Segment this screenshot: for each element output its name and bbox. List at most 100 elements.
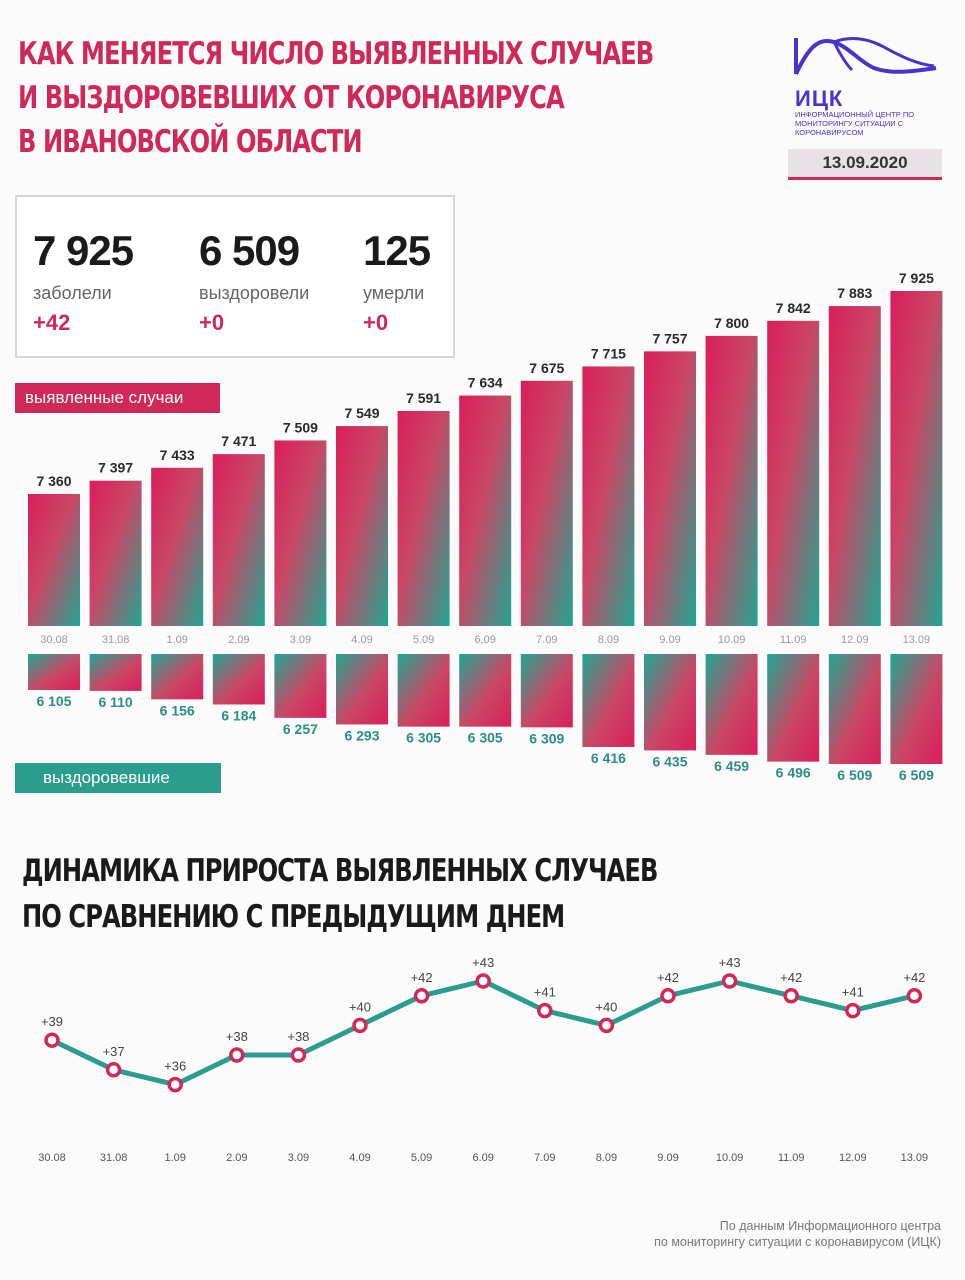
recovered-bar	[28, 654, 80, 690]
case-bar-label: 7 549	[344, 405, 379, 421]
x-tick-label: 30.08	[40, 634, 68, 646]
title-line: ПО СРАВНЕНИЮ С ПРЕДЫДУЩИМ ДНЕМ	[22, 899, 565, 935]
x-tick-label: 2.09	[226, 1152, 247, 1164]
line-chart: +39 30.08 +37 31.08 +36 1.09 +38 2.09 +38 3.09 +40…	[38, 955, 929, 1164]
x-tick-label: 4.09	[351, 634, 372, 646]
x-tick-label: 7.09	[534, 1152, 555, 1164]
recovered-bar-label: 6 305	[468, 730, 503, 746]
case-bar	[459, 395, 512, 626]
recovered-bar-label: 6 496	[776, 765, 811, 781]
recovered-bar	[767, 654, 820, 762]
case-bar	[890, 291, 943, 626]
growth-point	[783, 988, 799, 1004]
growth-point	[845, 1002, 861, 1019]
recovered-bar-label: 6 309	[529, 730, 564, 746]
summary-box: 7 925 заболели +42 6 509 выздоровели +0 …	[15, 195, 455, 358]
growth-point	[105, 1062, 122, 1078]
x-tick-label: 8.09	[596, 1152, 617, 1164]
case-bar	[151, 467, 204, 626]
stat-label: выздоровели	[199, 283, 310, 303]
case-bar	[767, 320, 820, 626]
case-bar	[274, 440, 327, 626]
case-bar	[28, 494, 80, 626]
date-badge: 13.09.2020	[788, 149, 942, 180]
recovered-bar	[705, 654, 758, 755]
x-tick-label: 9.09	[657, 1152, 678, 1164]
section-title: ДИНАМИКА ПРИРОСТА ВЫЯВЛЕННЫХ СЛУЧАЕВ ПО …	[22, 848, 658, 940]
case-bar-label: 7 675	[529, 360, 564, 376]
growth-point	[44, 1032, 60, 1048]
recovered-bar	[644, 654, 696, 751]
recovered-bar-label: 6 184	[221, 707, 256, 723]
x-tick-label: 3.09	[290, 634, 311, 646]
growth-label: +42	[657, 970, 679, 985]
case-bar	[520, 380, 573, 626]
title-line: ДИНАМИКА ПРИРОСТА ВЫЯВЛЕННЫХ СЛУЧАЕВ	[22, 853, 658, 889]
growth-label: +41	[842, 985, 864, 1000]
x-tick-label: 11.09	[778, 1152, 805, 1164]
x-tick-label: 13.09	[901, 1152, 929, 1164]
stat-cases: 7 925 заболели +42	[33, 225, 134, 336]
growth-label: +42	[903, 970, 925, 985]
x-tick-label: 3.09	[288, 1152, 309, 1164]
growth-label: +40	[349, 999, 371, 1014]
growth-point	[537, 1002, 553, 1019]
case-bar-label: 7 925	[899, 270, 934, 286]
recovered-bar-label: 6 509	[837, 767, 872, 783]
case-bar-label: 7 842	[776, 300, 811, 316]
x-tick-label: 9.09	[659, 634, 680, 646]
growth-point	[167, 1076, 183, 1093]
recovered-legend-tag: выздоровевшие	[15, 763, 221, 793]
x-tick-label: 1.09	[164, 1152, 185, 1164]
recovered-bar-label: 6 435	[652, 753, 687, 769]
growth-point	[598, 1017, 615, 1034]
growth-label: +43	[472, 955, 494, 970]
recovered-bar	[520, 654, 573, 728]
growth-point	[906, 988, 923, 1004]
stat-label: заболели	[33, 283, 112, 303]
stat-delta: +0	[199, 310, 225, 335]
x-tick-label: 11.09	[780, 634, 807, 646]
x-tick-label: 5.09	[411, 1152, 432, 1164]
growth-label: +42	[411, 970, 433, 985]
x-tick-label: 7.09	[536, 634, 557, 646]
growth-point	[721, 973, 738, 989]
x-tick-label: 2.09	[228, 634, 249, 646]
recovered-bar	[89, 654, 142, 691]
x-tick-label: 6.09	[472, 1152, 493, 1164]
recovered-bar-label: 6 156	[160, 702, 195, 718]
growth-label: +41	[534, 985, 556, 1000]
bar-chart: 7 360 30.08 6 105 7 397 31.08 6 110 7 433 1.09 6…	[28, 270, 943, 783]
case-bar	[89, 480, 142, 626]
recovered-bar	[274, 654, 327, 718]
case-bar	[336, 426, 388, 626]
source-line: по мониторингу ситуации с коронавирусом …	[654, 1235, 941, 1249]
recovered-bar	[151, 654, 204, 700]
recovered-bar-label: 6 257	[283, 721, 318, 737]
recovered-bar-label: 6 110	[98, 694, 132, 710]
x-tick-label: 10.09	[716, 1152, 744, 1164]
case-bar-label: 7 471	[221, 433, 256, 449]
x-tick-label: 30.08	[38, 1152, 66, 1164]
title-line: И ВЫЗДОРОВЕВШИХ ОТ КОРОНАВИРУСА	[18, 80, 565, 116]
case-bar-label: 7 634	[468, 375, 503, 391]
recovered-bar	[212, 654, 265, 705]
recovered-bar-label: 6 305	[406, 730, 441, 746]
recovered-bar-label: 6 293	[344, 727, 379, 743]
growth-label: +38	[226, 1029, 248, 1044]
growth-label: +40	[595, 999, 617, 1014]
stat-label: умерли	[363, 283, 425, 303]
source-note: По данным Информационного центра по мони…	[654, 1218, 941, 1250]
x-tick-label: 6.09	[474, 634, 495, 646]
case-bar	[582, 366, 635, 626]
recovered-bar-label: 6 105	[36, 693, 71, 709]
case-bar-label: 7 433	[160, 447, 195, 463]
case-bar	[705, 335, 758, 626]
stat-recovered: 6 509 выздоровели +0	[199, 225, 309, 336]
case-bar-label: 7 360	[36, 473, 71, 489]
case-bar-label: 7 397	[98, 460, 133, 476]
cases-legend-tag: выявленные случаи	[15, 383, 220, 413]
recovered-bar-label: 6 509	[899, 767, 934, 783]
case-bar	[644, 351, 696, 626]
title-line: В ИВАНОВСКОЙ ОБЛАСТИ	[18, 124, 363, 160]
